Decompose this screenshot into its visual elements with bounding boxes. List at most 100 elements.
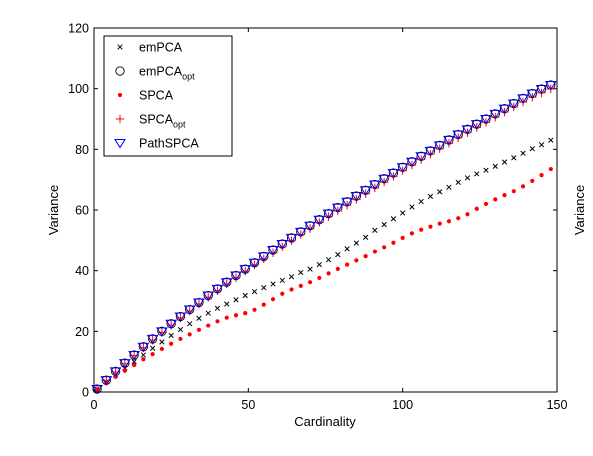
data-point <box>372 227 378 233</box>
data-point <box>538 142 545 148</box>
data-point <box>322 209 335 220</box>
axis-ticks: 0 50 100 150 0 20 40 60 80 100 120 <box>68 22 567 413</box>
legend-box <box>103 35 233 157</box>
data-point <box>539 173 544 178</box>
data-point <box>455 179 461 186</box>
data-point <box>520 150 526 156</box>
data-point <box>480 115 492 125</box>
data-point <box>342 200 352 210</box>
legend-marker <box>114 139 126 149</box>
data-point <box>456 216 461 221</box>
data-point <box>517 94 529 104</box>
data-point <box>424 146 437 157</box>
data-point <box>352 195 361 204</box>
data-point <box>316 261 322 268</box>
data-point <box>206 323 211 328</box>
data-point <box>324 212 333 221</box>
data-point <box>257 252 270 262</box>
data-marks <box>91 80 557 395</box>
data-point <box>109 367 122 377</box>
data-point <box>305 224 315 233</box>
data-point <box>483 167 489 173</box>
series-4 <box>91 81 557 395</box>
data-point <box>464 175 471 181</box>
data-point <box>268 248 278 257</box>
data-point <box>548 137 554 143</box>
data-point <box>122 368 127 373</box>
data-point <box>530 178 535 183</box>
data-point <box>396 163 409 173</box>
data-point <box>304 221 316 232</box>
data-point <box>278 242 287 251</box>
data-point <box>370 183 380 193</box>
data-point <box>141 357 146 362</box>
data-point <box>526 89 539 99</box>
y-tick-label: 40 <box>75 264 89 278</box>
data-point <box>382 245 387 250</box>
data-point <box>409 204 415 210</box>
data-point <box>243 311 248 316</box>
data-point <box>333 206 343 216</box>
data-point <box>150 351 155 357</box>
data-point <box>252 307 257 312</box>
data-point <box>325 257 332 263</box>
data-point <box>341 197 354 208</box>
legend: emPCA emPCAopt SPCA SPCAopt PathSPCA <box>103 35 233 157</box>
legend-marker <box>115 66 125 76</box>
data-point <box>298 269 304 276</box>
data-point <box>220 278 233 288</box>
data-point <box>361 189 370 198</box>
data-point <box>132 362 137 368</box>
data-point <box>398 166 407 175</box>
y-tick-label: 20 <box>75 325 89 339</box>
data-point <box>169 341 174 346</box>
legend-label: PathSPCA <box>139 137 199 151</box>
data-point <box>511 155 517 161</box>
data-point <box>196 327 202 332</box>
data-point <box>387 168 400 179</box>
data-point <box>409 231 415 236</box>
data-point <box>407 160 417 170</box>
data-point <box>248 258 261 269</box>
data-point <box>280 291 285 296</box>
legend-label: emPCA <box>139 41 183 55</box>
data-point <box>315 218 324 227</box>
data-point <box>354 258 359 263</box>
data-point <box>427 193 434 200</box>
data-point <box>224 301 230 307</box>
data-point <box>261 302 266 307</box>
legend-marker <box>115 114 125 124</box>
data-point <box>492 163 498 169</box>
data-point <box>426 149 435 159</box>
data-point <box>140 352 147 358</box>
x-axis-label: Cardinality <box>294 414 356 429</box>
series-0 <box>94 137 554 392</box>
data-point <box>159 339 165 345</box>
y-axis-label-right: Variance <box>572 185 587 235</box>
data-point <box>183 305 196 315</box>
data-point <box>279 277 285 284</box>
data-point <box>509 102 518 112</box>
data-point <box>415 152 428 162</box>
data-point <box>317 275 322 281</box>
legend-label: SPCAopt <box>139 113 186 130</box>
data-point <box>419 227 424 232</box>
data-point <box>326 271 331 276</box>
data-point <box>350 192 363 202</box>
data-point <box>463 128 472 137</box>
data-point <box>391 240 396 245</box>
data-point <box>193 298 205 308</box>
data-point <box>483 201 489 207</box>
data-point <box>372 249 377 254</box>
data-point <box>187 321 193 327</box>
data-point <box>307 266 313 272</box>
y-tick-label: 120 <box>68 22 89 36</box>
data-point <box>443 135 455 146</box>
data-point <box>177 326 184 333</box>
data-point <box>331 203 344 214</box>
data-point <box>378 174 391 185</box>
data-point <box>381 221 387 228</box>
data-point <box>131 359 137 365</box>
data-point <box>344 246 350 252</box>
